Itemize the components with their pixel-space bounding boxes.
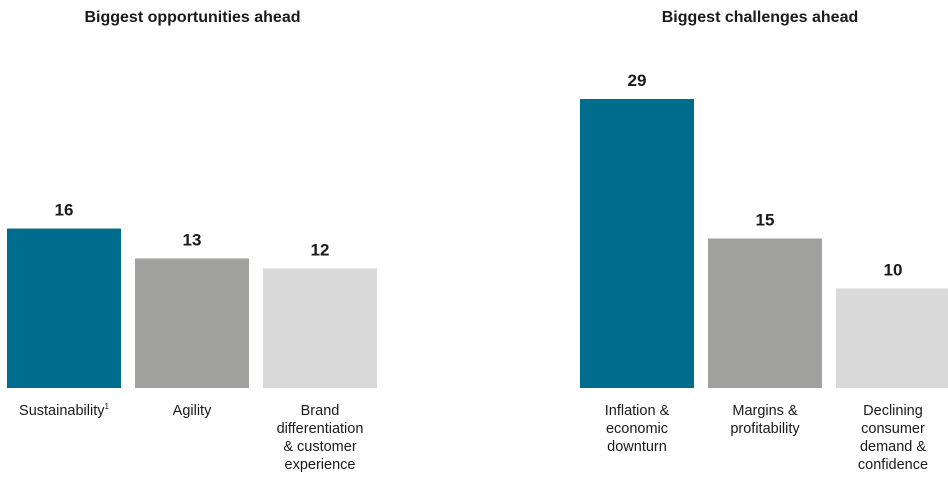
value-label: 15	[756, 211, 775, 230]
bar-opportunities-0	[7, 228, 121, 388]
category-label: Inflation &	[605, 403, 670, 419]
category-label: profitability	[730, 421, 800, 437]
category-label: downturn	[607, 439, 667, 455]
category-label: confidence	[858, 457, 928, 473]
category-label: Sustainability1	[19, 402, 109, 419]
chart-title-challenges: Biggest challenges ahead	[661, 9, 859, 26]
category-label: Margins &	[732, 403, 798, 419]
footnote-marker: 1	[104, 402, 109, 411]
category-label: differentiation	[277, 421, 364, 437]
category-label: Brand	[301, 403, 340, 419]
chart-title-opportunities: Biggest opportunities ahead	[84, 9, 301, 26]
value-label: 12	[311, 240, 330, 259]
category-label: demand &	[860, 439, 926, 455]
category-label: consumer	[861, 421, 925, 437]
value-label: 16	[55, 201, 74, 220]
value-label: 10	[884, 260, 903, 279]
category-label: Declining	[863, 403, 923, 419]
category-label: experience	[285, 457, 356, 473]
bar-challenges-1	[708, 238, 822, 388]
value-label: 29	[628, 71, 647, 90]
bar-challenges-0	[580, 99, 694, 388]
category-label: Agility	[173, 403, 212, 419]
value-label: 13	[183, 230, 202, 249]
bar-opportunities-2	[263, 268, 377, 388]
bar-challenges-2	[836, 288, 948, 388]
category-label: & customer	[283, 439, 356, 455]
category-label: economic	[606, 421, 668, 437]
bar-opportunities-1	[135, 258, 249, 388]
